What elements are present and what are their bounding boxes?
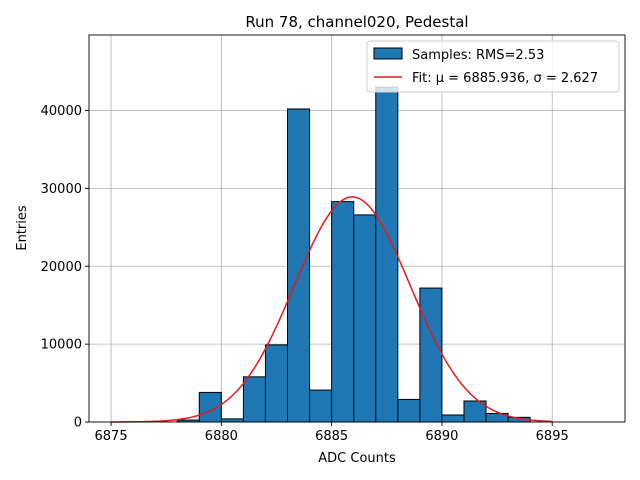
x-tick-label: 6890 xyxy=(425,429,458,444)
histogram-bar xyxy=(375,86,399,423)
axis-ticks: 6875 6880 6885 6890 6895 0 10000 20000 30000 4000… xyxy=(41,104,569,444)
chart-title: Run 78, channel020, Pedestal xyxy=(245,13,468,31)
y-tick-label: 10000 xyxy=(41,338,82,353)
y-tick-label: 40000 xyxy=(41,104,82,119)
legend-fit-label: Fit: μ = 6885.936, σ = 2.627 xyxy=(412,71,598,86)
histogram-bar xyxy=(220,418,244,423)
x-axis-label: ADC Counts xyxy=(318,451,396,466)
y-tick-label: 20000 xyxy=(41,260,82,275)
histogram-bar xyxy=(309,389,333,423)
legend-box xyxy=(366,40,620,93)
y-tick-label: 30000 xyxy=(41,182,82,197)
legend-histogram-label: Samples: RMS=2.53 xyxy=(412,48,544,63)
gaussian-fit-curve xyxy=(111,196,553,423)
histogram-bars xyxy=(176,86,531,423)
histogram-bar xyxy=(353,214,377,423)
y-axis-label: Entries xyxy=(15,205,30,251)
x-tick-label: 6895 xyxy=(536,429,569,444)
legend-histogram-swatch xyxy=(373,47,403,60)
histogram-bar xyxy=(397,398,421,423)
plot-frame xyxy=(88,34,626,423)
histogram-bar xyxy=(287,108,311,423)
y-tick-label: 0 xyxy=(74,416,82,431)
histogram-bar xyxy=(441,414,465,423)
histogram-bar xyxy=(264,344,289,423)
x-tick-label: 6885 xyxy=(315,429,348,444)
x-tick-label: 6880 xyxy=(205,429,238,444)
x-tick-label: 6875 xyxy=(95,429,128,444)
histogram-bar xyxy=(331,201,355,423)
histogram-bar xyxy=(242,376,266,423)
legend: Samples: RMS=2.53 Fit: μ = 6885.936, σ =… xyxy=(366,40,620,93)
histogram-bar xyxy=(419,287,443,423)
